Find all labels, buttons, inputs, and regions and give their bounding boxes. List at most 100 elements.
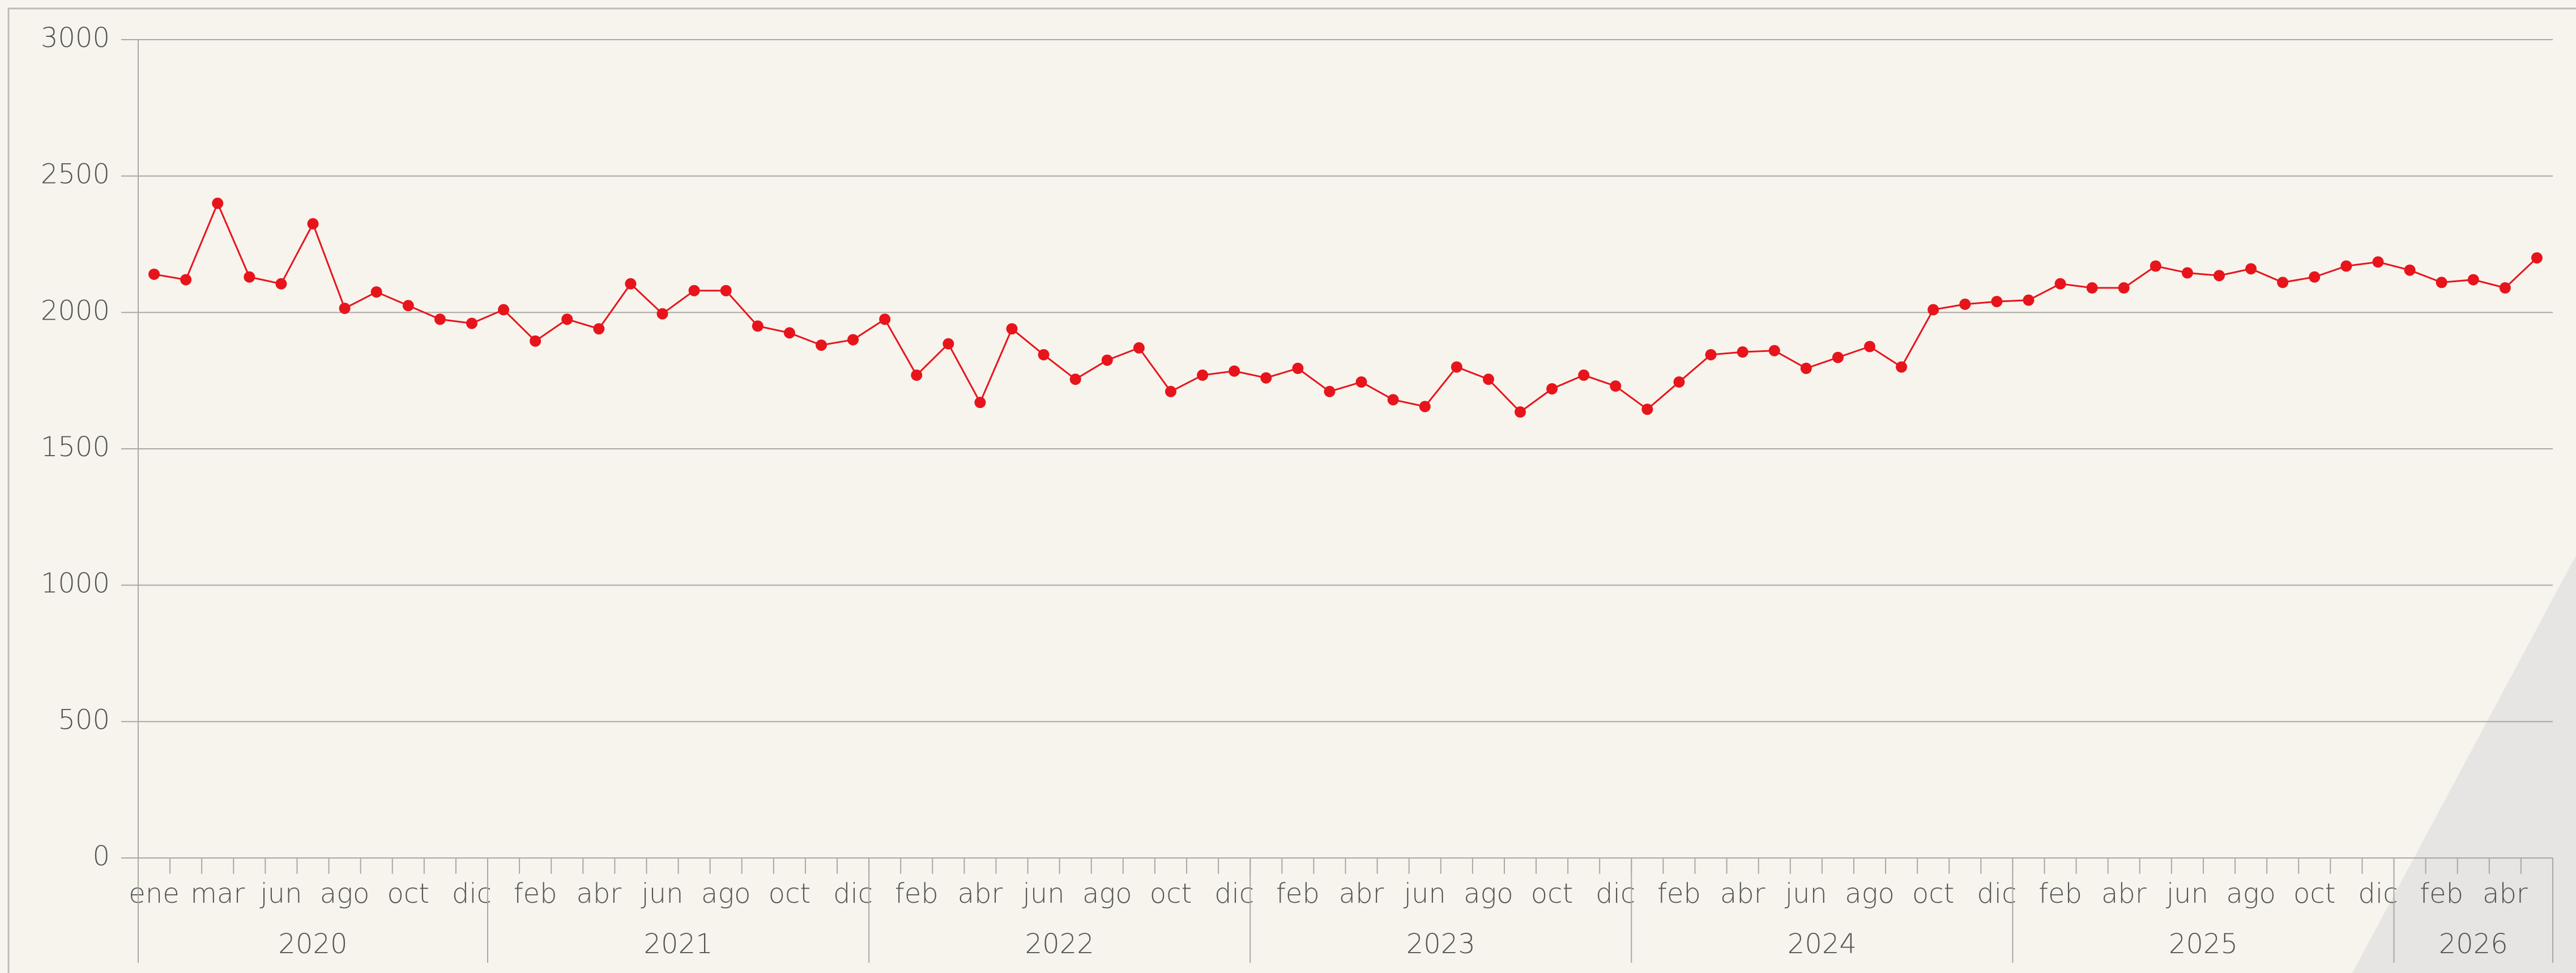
x-tick-label: abr — [1339, 878, 1384, 910]
y-tick-label: 500 — [58, 704, 110, 736]
point — [2214, 270, 2225, 282]
point — [879, 313, 891, 325]
point — [1896, 361, 1908, 373]
point — [2436, 277, 2447, 288]
point — [974, 397, 986, 409]
point — [498, 304, 510, 316]
y-tick-label: 2000 — [41, 295, 110, 326]
x-tick-label: abr — [2101, 878, 2147, 910]
point — [1133, 342, 1145, 354]
x-tick-label: dic — [1596, 878, 1635, 910]
frame — [7, 7, 2576, 973]
decoration — [2352, 555, 2576, 973]
point — [1610, 380, 1622, 392]
point — [752, 320, 764, 332]
point — [2467, 274, 2479, 286]
x-tick-label: abr — [1720, 878, 1765, 910]
point — [1705, 349, 1717, 360]
year-label: 2020 — [278, 928, 347, 960]
x-tick-label: oct — [1912, 878, 1955, 910]
year-label: 2025 — [2169, 928, 2238, 960]
x-tick-label: feb — [2420, 878, 2463, 910]
point — [1451, 361, 1462, 373]
year-label: 2026 — [2439, 928, 2508, 960]
point — [2340, 260, 2352, 272]
x-tick-label: oct — [2293, 878, 2336, 910]
x-tick-label: oct — [769, 878, 811, 910]
x-tick-label: oct — [1531, 878, 1573, 910]
x-tick-label: jun — [641, 878, 683, 910]
point — [1069, 373, 1081, 385]
year-label: 2022 — [1025, 928, 1094, 960]
x-tick-label: jun — [1022, 878, 1065, 910]
point — [2245, 263, 2257, 275]
point — [1038, 349, 1050, 360]
point — [847, 334, 859, 346]
x-tick-label: jun — [2166, 878, 2208, 910]
point — [911, 369, 923, 381]
x-tick-label: ago — [1082, 878, 1132, 910]
point — [1546, 383, 1558, 395]
year-label: 2021 — [643, 928, 713, 960]
point — [1737, 346, 1748, 358]
point — [2372, 256, 2384, 268]
point — [1864, 341, 1876, 352]
point — [1419, 401, 1431, 413]
point — [466, 317, 477, 329]
point — [1578, 369, 1590, 381]
x-tick-label: feb — [1276, 878, 1320, 910]
point — [1101, 354, 1113, 366]
x-tick-label: ago — [701, 878, 751, 910]
x-tick-label: feb — [514, 878, 557, 910]
point — [656, 308, 668, 320]
point — [1165, 385, 1176, 397]
point — [1768, 345, 1780, 356]
point — [370, 286, 382, 298]
x-tick-label: feb — [1657, 878, 1701, 910]
x-tick-label: dic — [833, 878, 873, 910]
x-tick-label: dic — [452, 878, 492, 910]
point — [275, 278, 287, 290]
point — [2054, 278, 2066, 290]
point — [212, 197, 224, 209]
x-tick-label: feb — [895, 878, 939, 910]
point — [1927, 304, 1939, 316]
point — [2309, 271, 2321, 283]
x-tick-label: mar — [190, 878, 245, 910]
point — [783, 327, 795, 339]
x-tick-label: ene — [129, 878, 179, 910]
point — [307, 218, 319, 230]
x-tick-label: oct — [1150, 878, 1192, 910]
point — [1959, 298, 1971, 310]
y-tick-label: 3000 — [41, 22, 110, 54]
x-tick-label: feb — [2038, 878, 2082, 910]
point — [1800, 363, 1812, 375]
point — [625, 278, 637, 290]
point — [1197, 369, 1209, 381]
x-tick-label: jun — [259, 878, 302, 910]
point — [1292, 363, 1304, 375]
point — [1260, 372, 1272, 384]
point — [2149, 260, 2161, 272]
point — [2118, 282, 2130, 294]
point — [2531, 252, 2543, 264]
point — [1355, 376, 1367, 388]
point — [2086, 282, 2098, 294]
series-line — [153, 201, 2537, 413]
point — [815, 339, 827, 351]
x-tick-label: dic — [1214, 878, 1254, 910]
point — [1673, 376, 1685, 388]
y-tick-label: 2500 — [41, 159, 110, 190]
point — [2277, 277, 2289, 288]
point — [1991, 296, 2003, 308]
y-tick-label: 1000 — [41, 568, 110, 600]
year-label: 2024 — [1788, 928, 1857, 960]
point — [2181, 267, 2193, 279]
x-tick-label: ago — [2226, 878, 2276, 910]
point — [1832, 351, 1844, 363]
x-tick-label: dic — [1977, 878, 2016, 910]
x-tick-label: dic — [2358, 878, 2398, 910]
point — [688, 284, 700, 296]
point — [339, 303, 351, 315]
